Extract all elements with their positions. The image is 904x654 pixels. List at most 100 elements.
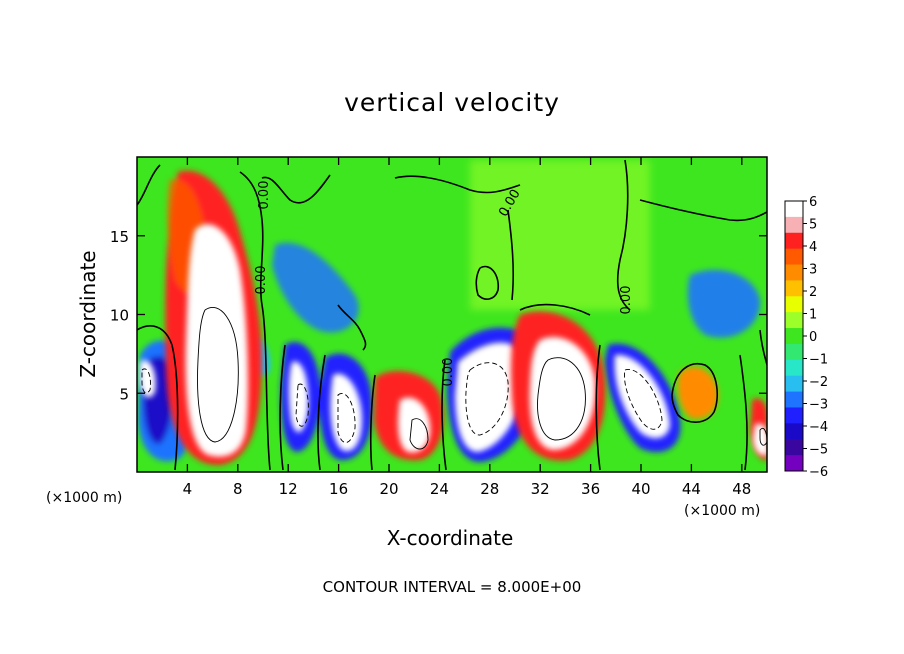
contour-line xyxy=(137,164,161,206)
y-tick-label: 10 xyxy=(110,307,129,325)
contour-line xyxy=(295,383,309,427)
chart-title: vertical velocity xyxy=(344,88,560,117)
y-tick-label: 15 xyxy=(110,228,129,246)
downdraft-core xyxy=(455,342,526,452)
colorbar-tick-label: 5 xyxy=(809,218,817,233)
contour-label: 0.00 xyxy=(257,181,272,210)
x-axis-ticks: 4 8 12 16 20 24 28 32 36 40 44 48 xyxy=(183,157,751,498)
contour-line xyxy=(141,368,151,394)
colorbar-tick-label: 2 xyxy=(809,285,817,300)
downdraft-core xyxy=(140,360,156,398)
contour-line xyxy=(624,369,663,430)
colorbar-swatch xyxy=(785,248,803,266)
contour-line xyxy=(369,374,376,471)
colorbar-swatch xyxy=(785,439,803,456)
colorbar: 6 5 4 3 2 1 0 −1 −2 −3 −4 −5 −6 xyxy=(784,195,828,480)
colorbar-swatch xyxy=(785,407,803,424)
x-tick-label: 28 xyxy=(480,480,499,498)
contour-line xyxy=(639,199,767,222)
x-tick-label: 8 xyxy=(233,480,243,498)
updraft-core xyxy=(185,224,248,457)
contour-line xyxy=(595,344,601,471)
x-tick-label: 4 xyxy=(183,480,193,498)
colorbar-tick-label: −6 xyxy=(809,465,828,480)
colorbar-swatch xyxy=(785,312,803,329)
downdraft-core xyxy=(614,354,670,439)
colorbar-swatch xyxy=(785,375,803,393)
colorbar-tick-label: 6 xyxy=(809,195,817,210)
contour-line xyxy=(261,174,331,204)
x-tick-label: 16 xyxy=(329,480,348,498)
upper-light-zone xyxy=(470,160,650,310)
colorbar-tick-label: 3 xyxy=(809,263,817,278)
x-unit-label-right: (×1000 m) xyxy=(684,503,761,519)
contour-labels: 0.000.000.000.000.00 xyxy=(254,181,634,387)
contour-line xyxy=(279,344,286,471)
contour-line xyxy=(317,354,326,471)
x-tick-label: 12 xyxy=(279,480,298,498)
x-unit-label-left: (×1000 m) xyxy=(46,490,123,506)
colorbar-swatch xyxy=(785,296,803,313)
contour-line xyxy=(394,175,521,194)
contour-label: 0.00 xyxy=(254,266,269,295)
x-tick-label: 40 xyxy=(631,480,650,498)
colorbar-tick-label: −2 xyxy=(809,375,828,390)
contour-line xyxy=(475,265,500,300)
colorbar-swatch xyxy=(785,423,803,440)
colorbar-tick-label: −4 xyxy=(809,420,828,435)
updraft-cell xyxy=(677,366,719,419)
downdraft-cell xyxy=(272,242,359,333)
negative-contours xyxy=(141,362,663,443)
contour-line xyxy=(441,359,447,471)
updraft-core xyxy=(529,336,596,450)
zero-contours xyxy=(137,159,767,471)
velocity-field: 0.000.000.000.000.00 xyxy=(137,157,767,472)
contour-line xyxy=(337,304,367,351)
colorbar-tick-label: 4 xyxy=(809,240,817,255)
updraft-cores xyxy=(185,224,767,457)
contour-interval-note: CONTOUR INTERVAL = 8.000E+00 xyxy=(322,578,582,596)
contour-line xyxy=(409,418,429,450)
downdraft-core xyxy=(288,361,309,433)
contour-label: 0.00 xyxy=(441,358,456,387)
colorbar-swatch xyxy=(785,232,803,250)
contour-label: 0.00 xyxy=(619,286,634,315)
contour-line xyxy=(507,209,515,301)
contour-line xyxy=(519,303,591,316)
x-axis-label: X-coordinate xyxy=(386,526,514,550)
colorbar-tick-label: 1 xyxy=(809,308,817,323)
y-axis-label: Z-coordinate xyxy=(76,250,100,378)
contour-line xyxy=(137,325,179,471)
colorbar-tick-label: 0 xyxy=(809,330,817,345)
x-tick-label: 36 xyxy=(581,480,600,498)
x-tick-label: 24 xyxy=(430,480,449,498)
colorbar-swatch xyxy=(785,359,803,377)
contour-line xyxy=(239,171,271,471)
colorbar-swatch xyxy=(785,391,803,408)
x-tick-label: 20 xyxy=(379,480,398,498)
colorbar-tick-label: −5 xyxy=(809,443,828,458)
y-tick-label: 5 xyxy=(119,385,129,403)
contour-line xyxy=(537,357,586,441)
x-tick-label: 32 xyxy=(531,480,550,498)
contour-line xyxy=(465,362,509,436)
contour-line xyxy=(337,393,356,443)
colorbar-tick-label: −3 xyxy=(809,398,828,413)
colorbar-swatch xyxy=(785,216,803,234)
x-tick-label: 48 xyxy=(732,480,751,498)
contour-line xyxy=(197,307,239,443)
contour-line xyxy=(739,354,748,471)
y-axis-ticks: 5 10 15 xyxy=(110,228,767,403)
x-tick-label: 44 xyxy=(682,480,701,498)
contour-line xyxy=(671,363,719,423)
contour-line xyxy=(616,159,631,311)
downdraft-cell xyxy=(687,269,761,338)
colorbar-swatch xyxy=(785,280,803,297)
colorbar-swatch xyxy=(785,343,803,361)
colorbar-tick-label: −1 xyxy=(809,353,828,368)
colorbar-swatch xyxy=(785,201,803,218)
colorbar-swatch xyxy=(785,264,803,281)
updraft-core xyxy=(398,397,431,453)
colorbar-swatch xyxy=(785,328,803,345)
